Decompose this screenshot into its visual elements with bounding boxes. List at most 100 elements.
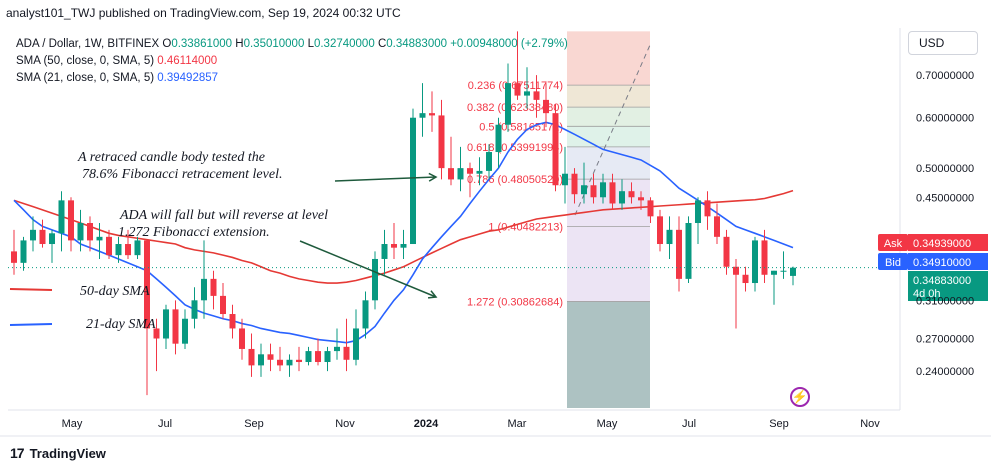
sma50-label[interactable]: SMA (50, close, 0, SMA, 5) [16,55,155,67]
candle-body [524,91,530,96]
candle-body [334,346,340,352]
fib-level-label: 1.272 (0.30862684) [467,297,563,309]
candle-body [134,240,141,256]
candle-body [305,351,312,363]
candle-body [96,236,103,241]
price-tag-label: Bid [885,257,901,269]
fibonacci-tool: 0.236 (0.67511774)0.382 (0.62338480)0.5 … [467,31,651,408]
x-tick-label: Mar [508,418,527,430]
candle-body [761,240,768,275]
price-tag-value-box [908,253,988,270]
candle-body [666,229,673,245]
close-label: C [377,38,387,50]
candle-body [571,173,578,195]
candle-body [362,300,369,329]
candle-body [258,354,264,366]
candle-body [144,240,150,329]
candle-body [324,351,331,363]
candle-body [429,113,435,116]
candle-body [30,229,36,241]
candle-body [695,200,701,224]
fib-zone-below [567,301,650,408]
high-label: H [235,38,244,50]
last-price-value: 0.34883000 [913,275,971,287]
candle-body [343,346,350,360]
candle-body [609,182,616,204]
candle-body [296,359,302,363]
annotation-text: 1.272 Fibonacci extension. [118,225,270,240]
candle-body [172,309,179,344]
y-tick-label: 0.27000000 [916,334,974,346]
annotation-text: A retraced candle body tested the [77,150,265,165]
candle-body [125,244,131,256]
candle-body [239,328,245,349]
arrow-head [427,290,438,299]
open-value: 0.33861000 [171,38,233,50]
low-label: L [307,38,314,50]
countdown-value: 4d 0h [913,288,941,300]
x-tick-label: Nov [335,418,355,430]
candle-body [505,83,511,125]
candle-body [600,182,606,198]
last-price-box [908,271,988,301]
candle-body [286,359,293,366]
fib-level-label: 0.618 (0.53991994) [467,142,563,154]
x-tick-label: Sep [244,418,264,430]
candle-body [87,223,93,241]
grid [0,28,991,437]
candle-body [704,200,711,217]
fib-zone [567,107,650,127]
fib-zone [567,226,650,302]
candle-body [400,244,407,248]
candle-body [267,354,274,360]
change-value: +0.00948000 (+2.79%) [450,38,568,50]
candle-body [210,278,217,296]
axes: 0.70000000 0.60000000 0.50000000 0.45000000… [62,70,975,430]
arrow-shaft [299,240,437,298]
publisher-line: analyst101_TWJ published on TradingView.… [6,6,401,20]
candle-body [495,124,502,153]
arrow-head [428,172,438,182]
sma21-label[interactable]: SMA (21, close, 0, SMA, 5) [16,72,155,84]
candle-body [391,244,397,248]
price-tag-value: 0.34910000 [913,257,971,269]
candle-body [638,197,644,201]
candle-body [514,83,521,96]
candle-body [58,200,65,234]
candle-body [552,113,559,186]
currency-button[interactable]: USD [908,31,978,55]
fib-zone [567,146,650,180]
candle-body [476,170,483,174]
low-value: 0.32740000 [313,38,375,50]
x-tick-label: Jul [682,418,696,430]
tradingview-logo[interactable]: 17 TradingView [10,445,106,461]
fib-zone [567,31,650,86]
candle-body [115,244,122,256]
fib-zone [567,179,650,227]
candle-body [381,244,388,259]
lightning-icon[interactable]: ⚡ [790,387,810,407]
y-tick-label: 0.45000000 [916,192,974,204]
chart-legend: ADA / Dollar, 1W, BITFINEX O0.33861000 H… [16,36,568,87]
open-label: O [162,38,172,50]
sma21-annotation: 21-day SMA [86,317,156,332]
candle-body [419,113,426,118]
sma50-value: 0.46114000 [157,55,218,67]
symbol-title[interactable]: ADA / Dollar, 1W, BITFINEX [16,38,160,50]
candle-body [191,300,198,319]
price-tag-value-box [908,234,988,251]
annotation-arrow [299,240,438,299]
candle-body [410,117,416,245]
candle-body [248,348,255,366]
candle-body [780,270,787,272]
bid-tag: Bid 0.34910000 [878,253,988,270]
y-tick-label: 0.60000000 [916,113,974,125]
fib-trend-line [574,44,651,216]
price-tag-label-box [878,234,908,251]
x-tick-label: May [597,418,618,430]
candle-body [562,173,568,186]
candle-body [77,223,84,241]
